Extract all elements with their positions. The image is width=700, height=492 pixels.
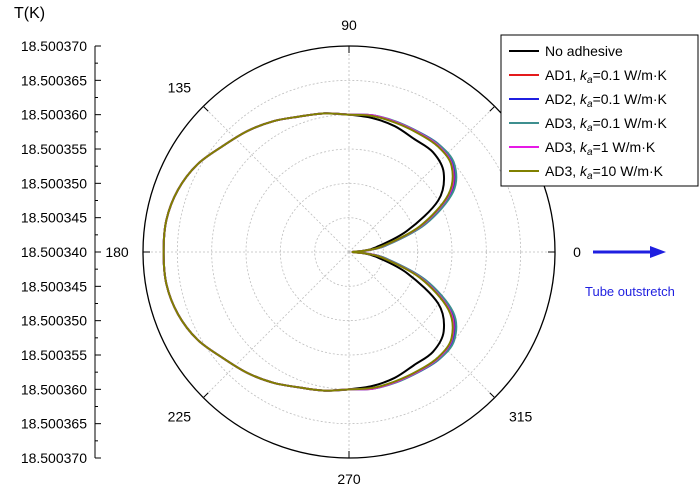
legend-entry: AD3, ka=10 W/m·K	[545, 163, 664, 182]
legend-entry: AD3, ka=1 W/m·K	[545, 139, 656, 158]
radial-axis: T(K) 18.500370 18.500365 18.500360 18.50035…	[14, 5, 101, 466]
grid-circle	[176, 79, 522, 425]
radial-axis-label: T(K)	[14, 5, 45, 22]
radial-tick-label: 18.500370	[21, 450, 87, 466]
legend-box	[500, 34, 699, 187]
series-layer	[162, 112, 458, 392]
angular-tick-label: 225	[168, 409, 192, 425]
polar-grid	[142, 45, 556, 459]
radial-tick-label: 18.500370	[21, 38, 87, 54]
angular-tick	[489, 392, 496, 399]
tube-outstretch-arrow-head	[650, 246, 666, 258]
series-line-6	[162, 112, 454, 392]
angular-tick	[489, 105, 496, 112]
radial-tick-label: 18.500360	[21, 381, 87, 397]
radial-tick-label: 18.500345	[21, 278, 87, 294]
radial-tick-label: 18.500340	[21, 244, 87, 260]
radial-tick-label: 18.500360	[21, 107, 87, 123]
radial-tick-label: 18.500355	[21, 347, 87, 363]
radial-tick-label: 18.500345	[21, 210, 87, 226]
legend-entry: AD1, ka=0.1 W/m·K	[545, 67, 668, 86]
tube-outstretch-annotation: Tube outstretch	[585, 246, 675, 299]
angular-tick-label: 270	[337, 471, 361, 487]
grid-circle	[245, 148, 453, 356]
radial-tick-label: 18.500365	[21, 72, 87, 88]
legend: No adhesive AD1, ka=0.1 W/m·K AD2, ka=0.1 …	[500, 34, 699, 187]
grid-circle	[314, 217, 384, 287]
legend-entry: AD2, ka=0.1 W/m·K	[545, 91, 668, 110]
radial-tick-label: 18.500355	[21, 141, 87, 157]
angular-tick-label: 180	[105, 244, 129, 260]
angular-tick-label: 135	[168, 79, 192, 95]
radial-tick-label: 18.500350	[21, 175, 87, 191]
angular-tick-label: 0	[573, 244, 581, 260]
radial-tick-label: 18.500350	[21, 313, 87, 329]
angular-tick-label: 315	[509, 409, 533, 425]
legend-entry: No adhesive	[545, 43, 623, 59]
legend-entry: AD3, ka=0.1 W/m·K	[545, 115, 668, 134]
angular-tick	[202, 392, 209, 399]
angular-tick-label: 90	[341, 17, 357, 33]
radial-tick-label: 18.500365	[21, 416, 87, 432]
tube-outstretch-label: Tube outstretch	[585, 284, 675, 299]
angular-tick	[202, 105, 209, 112]
